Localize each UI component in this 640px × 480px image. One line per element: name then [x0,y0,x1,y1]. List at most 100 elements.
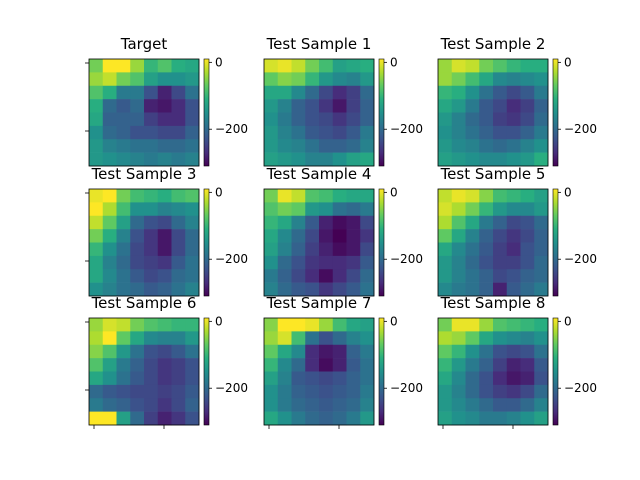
heatmap-cell [264,331,279,346]
heatmap-cell [346,72,361,87]
heatmap-cell [185,99,200,113]
heatmap-cell [305,202,320,217]
heatmap-cell [479,125,494,140]
heatmap-cell [465,59,480,73]
heatmap-cell [493,125,508,140]
heatmap-cell [130,318,145,332]
heatmap-cell [144,384,159,399]
heatmap-cell [493,215,508,230]
heatmap-cell [506,59,521,73]
heatmap-cell [438,229,453,243]
heatmap-cell [171,371,186,386]
heatmap-cell [89,202,104,217]
heatmap-cell [506,85,521,100]
heatmap-cell [506,229,521,243]
heatmap-cell [360,269,375,283]
heatmap-cell [144,371,159,386]
heatmap-cell [465,358,480,372]
heatmap-cell [171,398,186,412]
heatmap-cell [157,202,172,217]
heatmap-cell [332,99,347,113]
heatmap-cell [465,112,480,127]
heatmap-panel: Test Sample 3 0 −200 [85,165,248,297]
heatmap-cell [116,411,131,426]
heatmap-cell [319,344,334,359]
heatmap-cell [493,112,508,127]
heatmap-panel: Test Sample 8 0 −200 [437,294,597,429]
heatmap-cell [171,59,186,73]
heatmap-panel: Test Sample 6 0 −200 [85,294,248,429]
heatmap-cell [520,242,535,257]
heatmap-cell [291,152,306,167]
heatmap-cell [534,59,549,73]
heatmap-cell [438,371,453,386]
heatmap-cell [305,85,320,100]
heatmap-cell [102,331,117,346]
heatmap-cell [102,242,117,257]
heatmap-cell [332,202,347,217]
heatmap-cell [520,125,535,140]
heatmap-cell [534,99,549,113]
heatmap-cell [144,242,159,257]
heatmap-cell [102,398,117,412]
heatmap-cell [479,112,494,127]
heatmap-cell [277,215,292,230]
heatmap-cell [264,318,279,332]
heatmap-cell [264,371,279,386]
heatmap-cell [332,59,347,73]
heatmap-cell [534,269,549,283]
heatmap-cell [157,255,172,270]
heatmap-cell [102,72,117,87]
heatmap-cell [144,72,159,87]
heatmap-cell [360,318,375,332]
heatmap-cell [451,331,466,346]
heatmap-cell [451,125,466,140]
heatmap-cell [305,282,320,297]
heatmap-cell [479,85,494,100]
heatmap-cell [319,318,334,332]
heatmap-cell [277,384,292,399]
heatmap-cell [185,255,200,270]
heatmap-cell [171,318,186,332]
heatmap-cell [438,99,453,113]
heatmap-cell [534,125,549,140]
heatmap-panel: Target 0 −200 [85,35,248,167]
heatmap-cell [332,411,347,426]
heatmap-cell [130,255,145,270]
colorbar-tick-label: 0 [215,55,223,69]
heatmap-cell [305,99,320,113]
heatmap-cell [360,411,375,426]
heatmap-cell [277,331,292,346]
heatmap-cell [493,189,508,203]
heatmap-cell [479,371,494,386]
heatmap-cell [116,112,131,127]
heatmap-cell [479,189,494,203]
heatmap-cell [157,59,172,73]
heatmap-cell [332,139,347,153]
heatmap-cell [479,72,494,87]
heatmap-cell [438,318,453,332]
heatmap-cell [534,318,549,332]
heatmap-cell [116,358,131,372]
heatmap-cell [493,72,508,87]
heatmap-cell [185,398,200,412]
heatmap-cell [360,242,375,257]
axes-frame [88,317,200,426]
heatmap-cell [520,318,535,332]
heatmap-cell [346,358,361,372]
panel-title: Test Sample 1 [266,35,372,53]
heatmap-cell [264,344,279,359]
heatmap-cell [264,215,279,230]
heatmap-cell [305,384,320,399]
heatmap-cell [346,398,361,412]
heatmap-cell [144,398,159,412]
heatmap-cell [479,229,494,243]
heatmap-cell [479,384,494,399]
heatmap-cell [520,371,535,386]
axes-frame [263,317,375,426]
heatmap-cell [520,189,535,203]
heatmap-cell [534,112,549,127]
heatmap-cell [116,282,131,297]
heatmap-cell [264,358,279,372]
heatmap-cell [305,269,320,283]
